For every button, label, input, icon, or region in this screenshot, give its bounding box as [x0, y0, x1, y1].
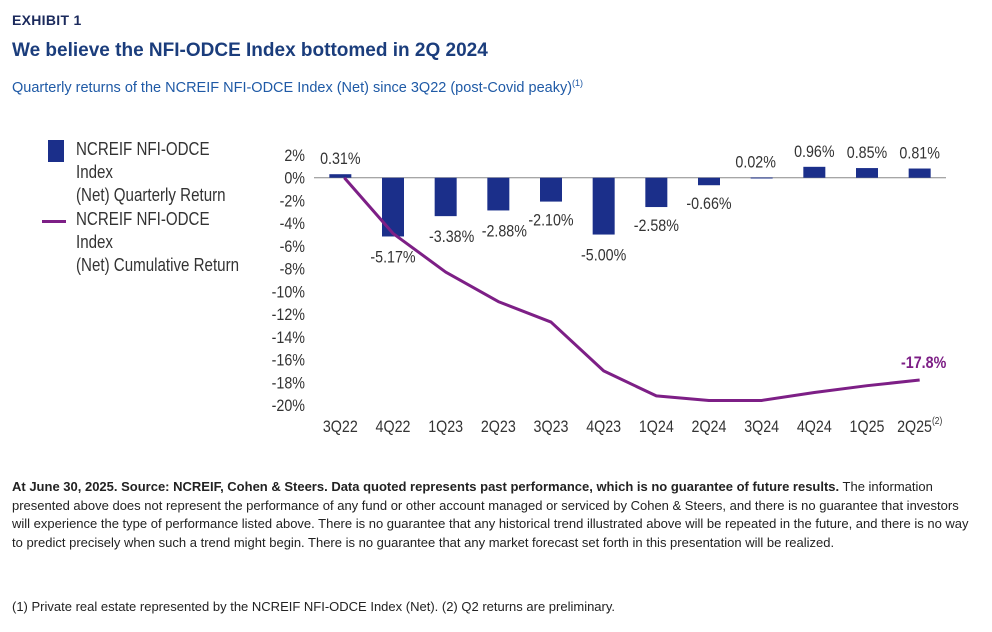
bar-4Q24 [803, 166, 826, 178]
x-tick-label: 4Q23 [586, 418, 621, 436]
bar-value-label: -5.17% [370, 248, 415, 266]
cumulative-return-line [343, 176, 920, 402]
bar-value-label: 0.81% [899, 144, 940, 162]
bar-value-label: -2.10% [528, 212, 573, 230]
legend-bar-label: NCREIF NFI-ODCE Index (Net) Quarterly Re… [76, 139, 226, 205]
bar-2Q23 [487, 177, 510, 211]
subtitle-text: Quarterly returns of the NCREIF NFI-ODCE… [12, 79, 573, 96]
x-tick-label: 2Q24 [692, 418, 727, 436]
x-tick-label: 3Q22 [323, 418, 358, 436]
x-tick-label: 1Q25 [850, 418, 885, 436]
disclaimer-body: The information presented above does not… [12, 479, 969, 550]
bar-value-label: -3.38% [429, 228, 474, 246]
chart-legend: NCREIF NFI-ODCE Index (Net) Quarterly Re… [42, 138, 282, 275]
y-tick-label: -14% [272, 329, 305, 347]
y-tick-label: -18% [272, 374, 305, 392]
y-tick-label: -8% [280, 261, 305, 279]
bar-1Q23 [434, 177, 457, 217]
y-tick-label: 0% [284, 170, 305, 188]
disclaimer-bold: At June 30, 2025. Source: NCREIF, Cohen … [12, 479, 840, 494]
bar-value-label: 0.02% [735, 153, 776, 171]
chart-title: We believe the NFI-ODCE Index bottomed i… [12, 40, 488, 61]
bar-3Q22 [329, 174, 352, 178]
bar-3Q23 [540, 177, 562, 202]
x-tick-label: 3Q24 [744, 418, 779, 436]
x-tick-label: 2Q25(2) [897, 415, 942, 436]
bar-value-label: -0.66% [686, 195, 731, 213]
bar-2Q25 [908, 168, 931, 178]
disclaimer: At June 30, 2025. Source: NCREIF, Cohen … [12, 478, 980, 552]
bar-1Q25 [856, 168, 878, 178]
y-tick-label: 2% [284, 147, 305, 165]
bar-value-label: 0.96% [794, 143, 835, 161]
footnotes: (1) Private real estate represented by t… [12, 599, 616, 614]
bar-value-label: -2.88% [482, 222, 527, 240]
chart-subtitle: Quarterly returns of the NCREIF NFI-ODCE… [12, 78, 583, 96]
bar-value-label: -2.58% [634, 217, 679, 235]
y-tick-label: -20% [272, 397, 305, 415]
bar-value-label: -5.00% [581, 246, 626, 264]
returns-chart: 2% 0% -2% -4% -6% -8% -10% -12% -14% -16% -18% -20%… [272, 143, 947, 437]
y-tick-label: -6% [280, 238, 305, 256]
bar-value-label: 0.85% [847, 144, 888, 162]
y-tick-label: -4% [280, 215, 305, 233]
bar-3Q24 [750, 177, 773, 179]
x-tick-label: 1Q23 [428, 418, 463, 436]
x-tick-label: 1Q24 [639, 418, 674, 436]
legend-line-label: NCREIF NFI-ODCE Index (Net) Cumulative R… [76, 209, 240, 275]
bar-1Q24 [645, 177, 668, 208]
exhibit-label: EXHIBIT 1 [12, 12, 82, 28]
x-tick-label: 3Q23 [534, 418, 569, 436]
bar-4Q22 [382, 177, 404, 237]
y-tick-label: -16% [272, 351, 305, 369]
cumulative-end-label: -17.8% [901, 354, 946, 372]
x-tick-label: 2Q23 [481, 418, 516, 436]
legend-item-line: NCREIF NFI-ODCE Index (Net) Cumulative R… [42, 208, 282, 275]
subtitle-footnote-marker: (1) [572, 78, 584, 88]
legend-item-bars: NCREIF NFI-ODCE Index (Net) Quarterly Re… [42, 138, 282, 205]
x-tick-label: 4Q22 [376, 418, 411, 436]
x-tick-footnote-marker: (2) [932, 415, 942, 426]
legend-bar-swatch [48, 140, 64, 162]
bar-value-label: 0.31% [320, 150, 361, 168]
y-tick-label: -12% [272, 306, 305, 324]
bar-4Q23 [592, 177, 615, 235]
x-tick-label: 4Q24 [797, 418, 832, 436]
bar-2Q24 [698, 177, 720, 186]
y-tick-label: -2% [280, 192, 305, 210]
legend-line-swatch [42, 220, 66, 223]
y-tick-label: -10% [272, 283, 305, 301]
